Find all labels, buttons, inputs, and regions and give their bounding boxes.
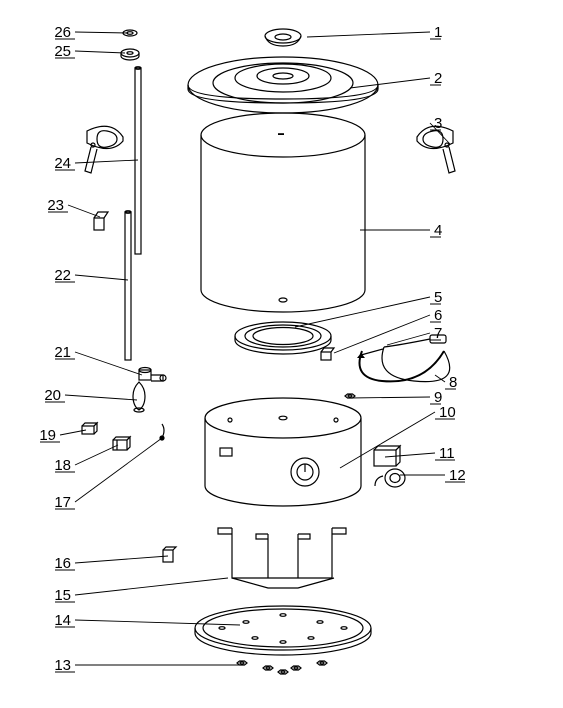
callout-number: 23 (47, 197, 64, 214)
callout-number: 20 (44, 387, 61, 404)
exploded-diagram: ▬ (0, 0, 563, 708)
callout-number: 2 (434, 70, 442, 87)
callout-leader (295, 297, 430, 327)
callout-leader (75, 160, 138, 163)
callout-leader (75, 620, 240, 625)
callout-number: 7 (434, 325, 442, 342)
callout-leader (75, 32, 128, 33)
callout-leader (75, 275, 128, 280)
callout-number: 25 (54, 43, 71, 60)
callout-number: 21 (54, 344, 71, 361)
callout-number: 26 (54, 24, 71, 41)
callout-number: 14 (54, 612, 71, 629)
callout-number: 11 (439, 445, 455, 462)
callout-leader (75, 51, 125, 53)
callout-leader (75, 445, 118, 465)
callout-leader (75, 578, 228, 595)
callout-number: 10 (439, 404, 456, 421)
callout-number: 19 (39, 427, 56, 444)
callout-leader (340, 412, 435, 468)
callout-number: 15 (54, 587, 71, 604)
callout-leader (75, 438, 162, 502)
callout-leader (68, 205, 100, 217)
callout-number: 8 (449, 374, 457, 391)
callout-leader (307, 32, 430, 37)
callout-leader (350, 78, 430, 88)
callout-number: 18 (54, 457, 71, 474)
callout-leader (65, 395, 137, 400)
callout-number: 4 (434, 222, 442, 239)
callout-number: 1 (434, 24, 442, 41)
callout-number: 13 (54, 657, 71, 674)
callout-number: 17 (54, 494, 71, 511)
callout-leader (385, 453, 435, 457)
callout-number: 16 (54, 555, 71, 572)
callout-leader (350, 397, 430, 398)
callout-leader (334, 315, 430, 353)
callout-number: 3 (434, 115, 442, 132)
svg-text:▬: ▬ (278, 131, 284, 137)
callout-number: 24 (54, 155, 71, 172)
callout-number: 6 (434, 307, 442, 324)
callout-leader (75, 556, 168, 563)
callout-number: 12 (449, 467, 466, 484)
callout-number: 22 (54, 267, 71, 284)
callout-number: 5 (434, 289, 442, 306)
callout-leader (75, 352, 142, 375)
